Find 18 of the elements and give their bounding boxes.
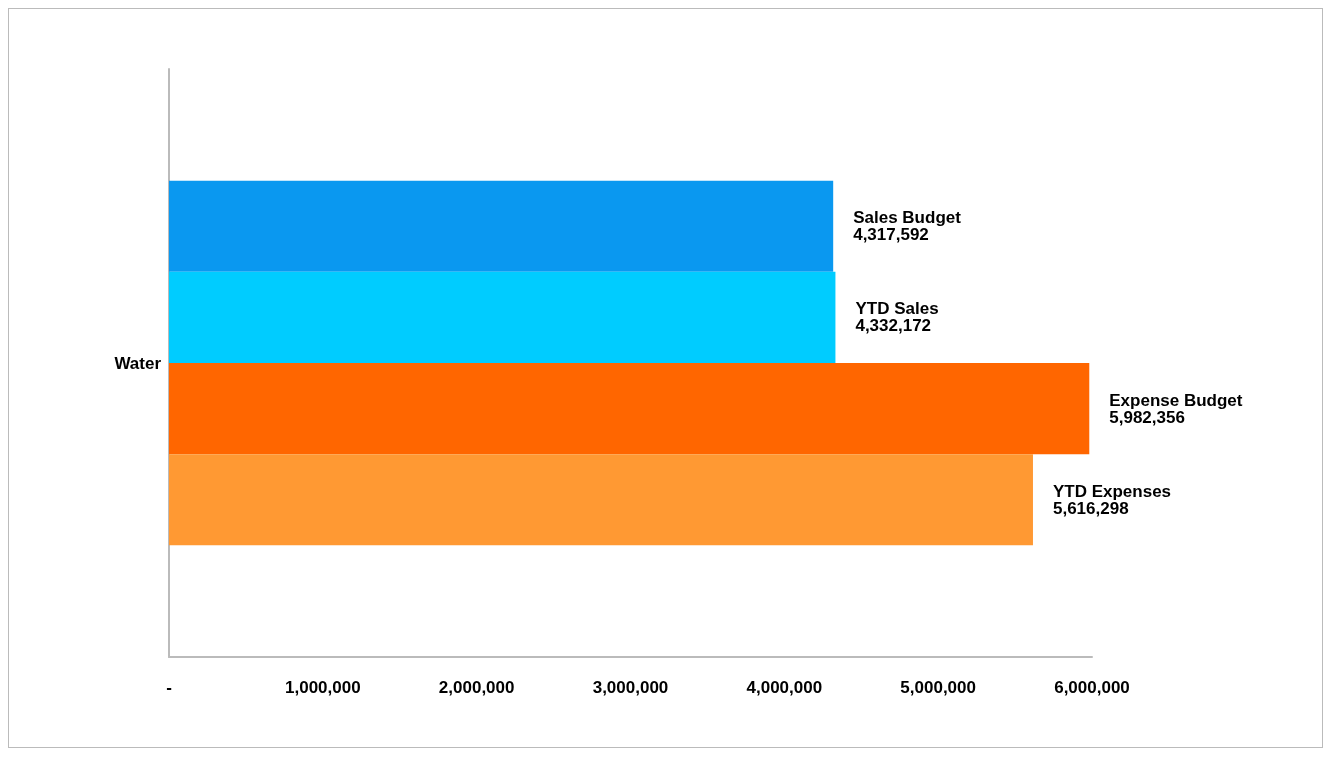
x-tick-label: 4,000,000: [746, 678, 823, 697]
x-tick-label: -: [166, 678, 172, 697]
data-label: 4,332,172: [855, 316, 932, 336]
series-label: YTD Sales: [855, 299, 939, 319]
x-tick-label: 5,000,000: [900, 678, 976, 697]
bar: [169, 363, 1090, 455]
bar: [169, 271, 836, 363]
x-tick-label: 1,000,000: [285, 678, 361, 697]
x-tick-label: 2,000,000: [438, 678, 515, 697]
x-tick-label: 3,000,000: [592, 678, 669, 697]
y-tick-label: Water: [114, 353, 162, 373]
data-label: 4,317,592: [853, 225, 929, 245]
series-label: Expense Budget: [1109, 390, 1243, 410]
bar: [169, 180, 834, 272]
series-label: YTD Expenses: [1052, 481, 1172, 501]
x-tick-label: 6,000,000: [1054, 678, 1130, 697]
bar: [169, 454, 1033, 546]
series-label: Sales Budget: [853, 208, 962, 228]
